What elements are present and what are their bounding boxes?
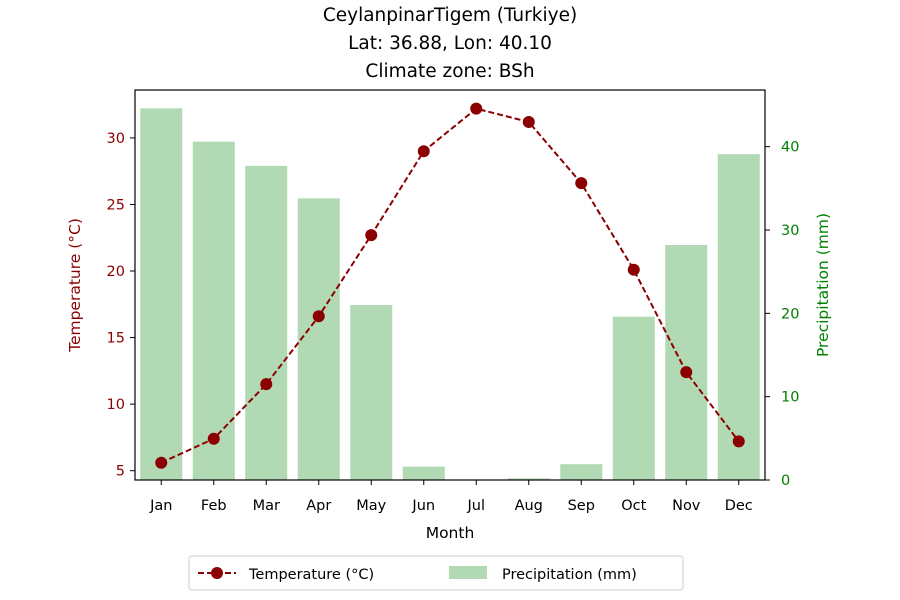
x-tick-label: Nov <box>672 498 701 514</box>
legend-temperature-marker <box>211 567 223 579</box>
right-tick-label: 30 <box>781 223 799 239</box>
legend-item-temperature: Temperature (°C) <box>198 567 374 583</box>
month-axis-ticks: Jan Feb Mar Apr May Jun Jul Aug Sep Oct Nov Dec <box>149 480 753 514</box>
left-tick-label: 15 <box>107 331 125 347</box>
left-tick-label: 25 <box>107 197 125 213</box>
precip-bar-apr <box>297 198 340 481</box>
temperature-series <box>155 102 745 469</box>
plot-frame <box>134 89 766 481</box>
right-tick-label: 10 <box>781 390 799 406</box>
x-tick-label: Sep <box>568 498 595 514</box>
left-tick-label: 30 <box>107 131 125 147</box>
right-tick-label: 0 <box>781 473 790 489</box>
x-tick-label: Oct <box>621 498 646 514</box>
temperature-point-may <box>365 229 378 242</box>
title-line-3: Climate zone: BSh <box>365 61 534 82</box>
precip-bar-oct <box>612 316 655 480</box>
temperature-point-oct <box>627 263 640 276</box>
precip-bar-nov <box>665 245 708 480</box>
temperature-point-jan <box>155 456 168 469</box>
left-tick-label: 5 <box>116 464 125 480</box>
temperature-point-mar <box>260 378 273 391</box>
precip-bar-aug <box>507 478 550 480</box>
x-tick-label: Mar <box>253 498 280 514</box>
legend-precipitation-label: Precipitation (mm) <box>502 567 637 583</box>
precip-bar-may <box>350 305 393 480</box>
precip-bar-dec <box>717 154 760 480</box>
title-line-2: Lat: 36.88, Lon: 40.10 <box>348 33 552 54</box>
x-tick-label: Aug <box>515 498 543 514</box>
left-axis-label: Temperature (°C) <box>66 218 84 353</box>
chart-title: CeylanpinarTigem (Turkiye) Lat: 36.88, L… <box>323 5 577 82</box>
x-tick-label: Dec <box>725 498 753 514</box>
precipitation-bars <box>140 108 760 481</box>
legend-precipitation-patch <box>449 566 487 579</box>
precip-bar-sep <box>560 464 603 480</box>
x-tick-label: May <box>356 498 386 514</box>
precip-bar-jan <box>140 108 183 480</box>
temperature-point-aug <box>522 115 535 128</box>
x-tick-label: Jan <box>149 498 172 514</box>
precipitation-axis-ticks: 0 10 20 30 40 <box>765 140 799 489</box>
x-axis-label: Month <box>426 524 475 542</box>
temperature-point-apr <box>312 310 325 323</box>
left-tick-label: 20 <box>107 264 125 280</box>
x-tick-label: Feb <box>201 498 227 514</box>
precip-bar-jun <box>402 466 445 480</box>
precip-bar-mar <box>245 165 288 481</box>
right-tick-label: 40 <box>781 140 799 156</box>
temperature-line <box>160 107 740 464</box>
temperature-point-feb <box>207 432 220 445</box>
right-axis-label: Precipitation (mm) <box>814 213 832 357</box>
right-tick-label: 20 <box>781 306 799 322</box>
precip-bar-feb <box>192 141 235 480</box>
temperature-axis-ticks: 5 10 15 20 25 30 <box>107 131 135 480</box>
title-line-1: CeylanpinarTigem (Turkiye) <box>323 5 577 26</box>
temperature-point-jul <box>470 102 483 115</box>
legend-item-precipitation: Precipitation (mm) <box>449 566 637 583</box>
x-tick-label: Jun <box>411 498 435 514</box>
x-tick-label: Apr <box>306 498 331 514</box>
temperature-point-jun <box>417 145 430 158</box>
temperature-point-dec <box>732 435 745 448</box>
left-tick-label: 10 <box>107 397 125 413</box>
x-tick-label: Jul <box>467 498 486 514</box>
legend-temperature-label: Temperature (°C) <box>248 567 374 583</box>
legend: Temperature (°C) Precipitation (mm) <box>188 555 684 591</box>
temperature-point-sep <box>575 177 588 190</box>
temperature-point-nov <box>680 366 693 379</box>
legend-box <box>188 555 684 591</box>
